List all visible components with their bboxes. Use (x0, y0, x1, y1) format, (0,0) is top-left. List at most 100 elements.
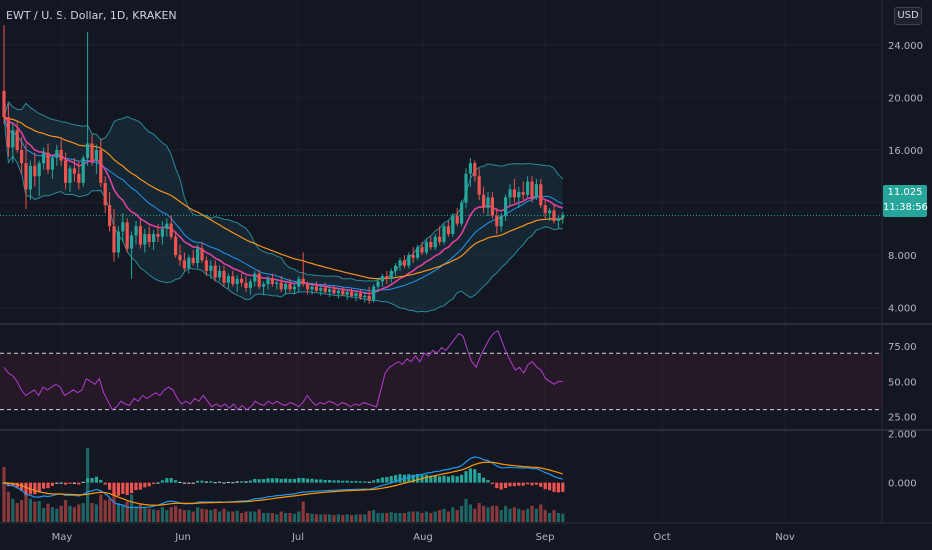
volume-bar (486, 507, 490, 522)
volume-bar (490, 505, 494, 522)
candle-body (130, 235, 134, 249)
time-axis[interactable]: May Jun Jul Aug Sep Oct Nov (52, 532, 795, 543)
pane-separator[interactable] (0, 429, 932, 431)
volume-bar (306, 512, 310, 522)
macd-histogram-bar (552, 482, 556, 492)
macd-histogram-bar (33, 482, 37, 495)
candle-body (473, 163, 477, 177)
candle-body (372, 286, 376, 300)
candle-body (319, 288, 323, 291)
volume-bar (345, 514, 349, 522)
volume-bar (196, 507, 200, 522)
macd-tick-label: 0.000 (888, 479, 917, 490)
candle-body (358, 293, 362, 298)
candle-body (196, 248, 200, 264)
macd-histogram-bar (59, 482, 63, 484)
volume-bar (301, 501, 305, 522)
macd-histogram-bar (477, 472, 481, 483)
candle-body (297, 278, 301, 287)
macd-histogram-bar (512, 482, 516, 487)
candle-body (477, 176, 481, 195)
volume-bar (222, 508, 226, 522)
volume-bar (526, 508, 530, 522)
volume-bar (72, 507, 76, 522)
volume-bar (367, 510, 371, 522)
volume-bar (394, 512, 398, 522)
volume-bar (156, 510, 160, 522)
macd-histogram-bar (112, 482, 116, 496)
volume-bar (402, 512, 406, 522)
candle-body (200, 248, 204, 261)
pane-separators[interactable] (0, 0, 932, 524)
macd-histogram-bar (508, 482, 512, 487)
macd-histogram-bar (187, 482, 191, 484)
macd-histogram-bar (108, 482, 112, 490)
macd-histogram-bar (213, 482, 217, 484)
volume-bar (543, 510, 547, 522)
volume-bar (552, 510, 556, 522)
macd-histogram-bar (284, 478, 288, 483)
candle-body (59, 150, 63, 161)
macd-histogram-bar (556, 482, 560, 493)
volume-bar (15, 503, 19, 522)
bb-fill (4, 102, 563, 312)
candle-body (446, 226, 450, 235)
macd-histogram-bar (235, 481, 239, 483)
rsi-tick-label: 50.00 (888, 377, 917, 388)
macd-histogram-bar (350, 481, 354, 483)
volume-bar (499, 510, 503, 522)
macd-histogram-bar (358, 481, 362, 483)
volume-bar (160, 507, 164, 522)
candle-body (332, 289, 336, 294)
macd-histogram-bar (138, 482, 142, 490)
macd-histogram-bar (143, 482, 147, 488)
volume-bar (42, 507, 46, 522)
time-tick-label: May (52, 532, 73, 543)
candle-body (433, 236, 437, 248)
macd-histogram-bar (86, 478, 90, 483)
volume-bar (508, 508, 512, 522)
macd-histogram-bar (341, 480, 345, 483)
macd-histogram-bar (77, 482, 81, 485)
volume-bar (213, 508, 217, 522)
candle-body (257, 273, 261, 287)
volume-bar (464, 498, 468, 522)
volume-bar (323, 514, 327, 522)
pane-separator[interactable] (0, 323, 932, 325)
volume-bar (116, 503, 120, 522)
price-tick-label: 8.000 (888, 251, 917, 262)
macd-histogram-bar (460, 474, 464, 483)
price-tick-label: 16.000 (888, 146, 923, 157)
currency-button[interactable]: USD (894, 7, 922, 25)
candle-body (402, 260, 406, 266)
price-axis[interactable]: 24.00020.00016.00012.0008.0004.00075.005… (888, 41, 923, 490)
volume-bar (385, 512, 389, 522)
macd-histogram-bar (363, 481, 367, 483)
volume-bar (310, 513, 314, 522)
macd-histogram-bar (504, 482, 508, 489)
macd-histogram-bar (394, 475, 398, 483)
candle-body (174, 236, 178, 256)
macd-histogram-bar (319, 479, 323, 483)
volume-bar (270, 512, 274, 522)
volume-bar (59, 505, 63, 522)
candle-body (385, 276, 389, 279)
candle-body (543, 205, 547, 214)
volume-bar (143, 507, 147, 522)
volume-bar (165, 510, 169, 522)
candle-body (182, 260, 186, 269)
volume-bar (460, 505, 464, 522)
macd-histogram-bar (332, 480, 336, 483)
candle-body (50, 157, 54, 170)
candle-body (138, 226, 142, 245)
macd-histogram-bar (451, 475, 455, 483)
volume-bar (6, 491, 10, 522)
volume-bar (482, 505, 486, 522)
candle-body (112, 226, 116, 253)
volume-bar (539, 504, 543, 522)
candle-body (191, 257, 195, 264)
candle-body (460, 202, 464, 224)
macd-histogram-bar (218, 481, 222, 483)
macd-histogram-bar (292, 478, 296, 483)
